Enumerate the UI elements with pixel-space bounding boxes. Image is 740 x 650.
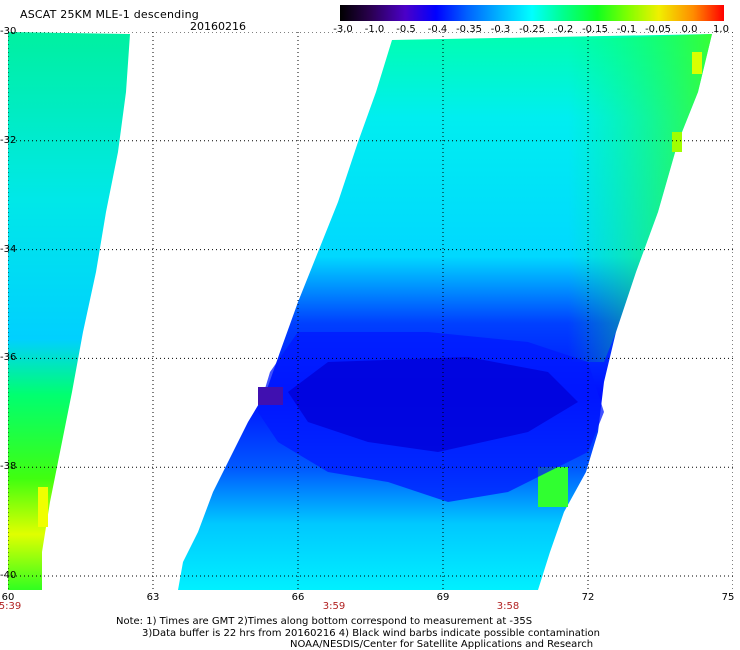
- swath-green-edge: [568, 34, 712, 362]
- pass-time-label: 3:58: [496, 601, 520, 612]
- colorbar-tick-label: -0.2: [553, 24, 574, 35]
- note-line-2: 3)Data buffer is 22 hrs from 20160216 4)…: [142, 628, 600, 639]
- latitude-label: -34: [0, 243, 17, 255]
- high-value-spot: [692, 52, 702, 74]
- note-line-3: NOAA/NESDIS/Center for Satellite Applica…: [290, 639, 594, 650]
- latitude-label: -40: [0, 570, 17, 582]
- map-date: 20160216: [190, 20, 246, 33]
- colorbar: [340, 5, 724, 21]
- map-title: ASCAT 25KM MLE-1 descending: [20, 8, 199, 21]
- note-line-1: Note: 1) Times are GMT 2)Times along bot…: [116, 616, 533, 627]
- colorbar-tick-label: -3.0: [333, 24, 353, 35]
- colorbar-tick-label: -0.5: [396, 24, 416, 35]
- longitude-label: 72: [581, 592, 595, 603]
- lowest-value-spot: [258, 387, 283, 405]
- colorbar-tick-label: -0.05: [645, 24, 671, 35]
- graticule: [8, 32, 733, 590]
- longitude-label: 66: [291, 592, 305, 603]
- latitude-label: -38: [0, 461, 17, 473]
- longitude-label: 75: [721, 592, 735, 603]
- colorbar-tick-label: 0.0: [681, 24, 698, 35]
- latitude-label: -36: [0, 352, 17, 364]
- left-swath: [8, 32, 130, 590]
- lowest-value-core: [288, 357, 578, 452]
- colorbar-gradient: [340, 5, 724, 21]
- pass-time-label: 5:39: [0, 601, 22, 612]
- colorbar-tick-label: -0.35: [456, 24, 482, 35]
- map-plot: [8, 32, 733, 590]
- colorbar-tick-label: -1.0: [364, 24, 385, 35]
- colorbar-tick-label: -0.4: [427, 24, 448, 35]
- longitude-label: 63: [146, 592, 160, 603]
- pass-time-label: 3:59: [322, 601, 346, 612]
- latitude-label: -30: [0, 26, 17, 37]
- colorbar-tick-label: 1.0: [713, 24, 729, 35]
- colorbar-tick-label: -0.25: [519, 24, 545, 35]
- high-value-spot: [38, 487, 48, 527]
- latitude-label: -32: [0, 134, 17, 146]
- longitude-label: 69: [436, 592, 450, 603]
- colorbar-tick-label: -0.3: [490, 24, 511, 35]
- colorbar-tick-label: -0.15: [582, 24, 608, 35]
- colorbar-tick-label: -0.1: [616, 24, 637, 35]
- high-value-spot: [672, 132, 682, 152]
- longitude-label: 60: [1, 592, 15, 603]
